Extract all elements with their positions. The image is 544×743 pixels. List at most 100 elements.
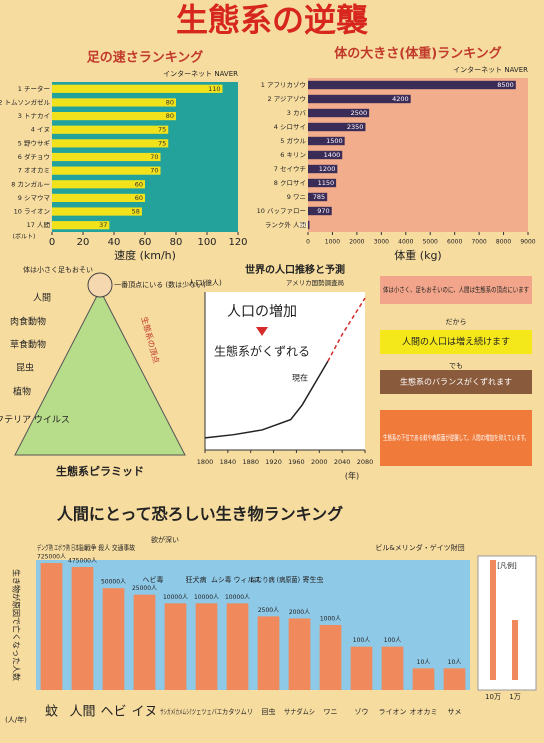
category-label: 6 ダチョウ bbox=[18, 152, 50, 161]
value-label: 58 bbox=[132, 208, 140, 216]
category-label: 17 人間 bbox=[27, 221, 50, 229]
category-label: イヌ bbox=[131, 705, 157, 720]
note-text: でも bbox=[449, 362, 463, 370]
pyramid-shape bbox=[14, 288, 186, 456]
value-label: 10000人 bbox=[194, 594, 219, 601]
annotation: 狂犬病 bbox=[186, 575, 207, 584]
x-tick-label: 1000 bbox=[325, 239, 340, 246]
x-tick-label: 1880 bbox=[242, 458, 259, 466]
arrow bbox=[256, 327, 268, 336]
x-tick-label: 100 bbox=[197, 237, 216, 248]
category-label: ライオン bbox=[379, 708, 407, 716]
annotation: 寄生虫 bbox=[303, 575, 324, 584]
annotation: 現在 bbox=[292, 373, 308, 383]
bar bbox=[52, 180, 145, 189]
category-label: 1 アフリカゾウ bbox=[261, 81, 306, 89]
category-label: ツェツェバエ bbox=[191, 708, 222, 716]
value-label: 2500 bbox=[351, 109, 368, 117]
category-label: 10 バッファロー bbox=[257, 207, 306, 215]
pyramid-level: 肉食動物 bbox=[10, 316, 46, 328]
note-box bbox=[380, 410, 532, 466]
value-label: 50000人 bbox=[101, 579, 126, 586]
category-label: 蚊 bbox=[45, 705, 58, 720]
value-label: 2350 bbox=[347, 123, 364, 131]
bar bbox=[308, 136, 345, 146]
bar bbox=[52, 152, 161, 162]
x-tick-label: 7000 bbox=[471, 239, 486, 246]
legend-title: [凡例] bbox=[497, 561, 517, 570]
category-label: 人間 bbox=[69, 705, 95, 720]
x-tick-label: 9000 bbox=[520, 239, 535, 246]
legend-bar bbox=[490, 560, 496, 680]
value-label: 785 bbox=[313, 193, 325, 201]
value-label: 1500 bbox=[326, 137, 343, 145]
x-tick-label: 6000 bbox=[447, 239, 462, 246]
value-label: 80 bbox=[166, 98, 174, 106]
legend-box bbox=[477, 555, 537, 691]
bar bbox=[308, 206, 332, 216]
category-label: 回虫 bbox=[262, 707, 276, 716]
pyramid-level: 人間 bbox=[33, 293, 51, 304]
value-label: 1000人 bbox=[320, 616, 341, 623]
x-tick-label: 80 bbox=[170, 237, 183, 248]
annotation: 戦争 殺人 交通事故 bbox=[85, 543, 135, 552]
bar bbox=[52, 125, 169, 134]
bar bbox=[319, 625, 342, 690]
bar bbox=[381, 646, 404, 690]
bar bbox=[133, 594, 156, 690]
value-label: 60 bbox=[135, 180, 143, 188]
x-tick-label: 20 bbox=[77, 237, 90, 248]
bar bbox=[308, 108, 370, 118]
bar bbox=[52, 112, 176, 121]
category-label: ランク外 人間 bbox=[265, 220, 306, 229]
category-label: ワニ bbox=[324, 708, 338, 716]
bar bbox=[40, 563, 63, 690]
category-label: 3 カバ bbox=[287, 109, 307, 117]
value-label: 25000人 bbox=[132, 585, 157, 592]
pyramid-callout: 体は小さく足もおそい bbox=[23, 265, 93, 274]
category-label: ゾウ bbox=[355, 708, 369, 716]
value-label: 2000人 bbox=[289, 609, 310, 616]
x-axis-label: 体重 (kg) bbox=[394, 248, 441, 262]
value-label: 80 bbox=[166, 112, 174, 120]
value-label: 100人 bbox=[353, 637, 370, 644]
annotation: ヘビ毒 bbox=[143, 575, 164, 584]
category-label: 5 野ウサギ bbox=[18, 139, 51, 147]
bar bbox=[71, 567, 94, 690]
bar bbox=[52, 207, 142, 216]
x-tick-label: 0 bbox=[306, 239, 310, 246]
pyramid-level: バクテリア ウイルス bbox=[0, 415, 70, 426]
x-tick-label: 1920 bbox=[265, 458, 282, 466]
note-box bbox=[380, 276, 532, 304]
bar bbox=[164, 603, 187, 690]
bar bbox=[102, 588, 125, 690]
note-text: 生態系のバランスがくずれます bbox=[400, 377, 512, 387]
value-label: 1400 bbox=[324, 151, 341, 159]
x-tick-label: 4000 bbox=[398, 239, 413, 246]
value-label: 60 bbox=[135, 194, 143, 202]
category-label: 1 チーター bbox=[18, 84, 50, 93]
x-tick-label: 8000 bbox=[496, 239, 511, 246]
note-text: 生態系の下位である蚊や病原菌が逆襲して、人間の増加を抑えています。 bbox=[383, 433, 529, 442]
bar bbox=[226, 603, 249, 690]
bar bbox=[52, 221, 110, 230]
value-label: 1150 bbox=[318, 179, 335, 187]
population-line bbox=[204, 360, 329, 439]
category-label: 6 キリン bbox=[280, 151, 306, 159]
value-label: 70 bbox=[150, 153, 158, 161]
bar bbox=[412, 668, 435, 690]
x-tick-label: 2080 bbox=[357, 458, 374, 466]
pyramid-callout: 一番頂点にいる (数は少ない) bbox=[114, 280, 206, 289]
bar bbox=[257, 616, 280, 690]
category-label: 4 シロサイ bbox=[274, 123, 306, 131]
value-label: 70 bbox=[150, 167, 158, 175]
value-label: 10000人 bbox=[163, 594, 188, 601]
category-label: 2 アジアゾウ bbox=[268, 95, 306, 103]
category-label: 7 オオカミ bbox=[18, 167, 50, 175]
category-label: 7 セイウチ bbox=[274, 165, 306, 173]
bar bbox=[308, 122, 366, 132]
bar bbox=[52, 193, 145, 202]
bar bbox=[308, 80, 516, 90]
value-label: 100人 bbox=[384, 637, 401, 644]
x-axis-label: (年) bbox=[345, 471, 359, 481]
